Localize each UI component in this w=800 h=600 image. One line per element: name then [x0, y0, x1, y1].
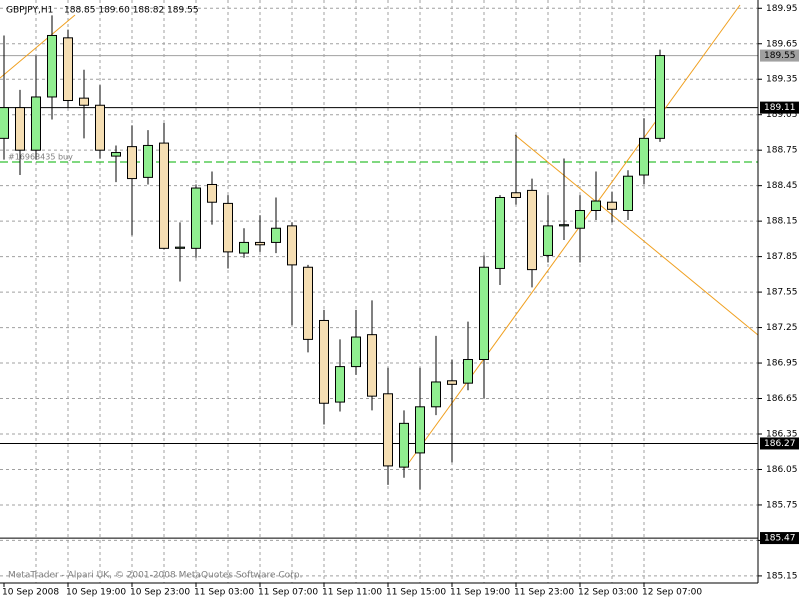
y-tick-label: 185.75	[766, 500, 798, 510]
price-label-box	[760, 101, 799, 114]
footer: MetaTrader - Alpari UK, © 2001-2008 Meta…	[8, 571, 302, 581]
candle-body	[143, 144, 153, 178]
candle-body	[127, 146, 137, 180]
candle-body	[479, 266, 489, 360]
y-tick-label: 185.15	[766, 571, 798, 581]
candle-body	[559, 224, 569, 227]
candle-body	[655, 55, 665, 139]
candle-body	[431, 381, 441, 408]
y-tick-label: 188.45	[766, 181, 798, 191]
candle-body	[175, 246, 185, 249]
trend-line	[0, 14, 76, 79]
candle-body	[543, 225, 553, 256]
candle-body	[623, 175, 633, 211]
candle-body	[79, 97, 89, 106]
y-tick-label: 189.05	[766, 110, 798, 120]
candle-body	[303, 266, 313, 340]
candle-body	[575, 209, 585, 229]
price-label: 189.55	[764, 51, 796, 61]
candle-body	[367, 334, 377, 397]
trend-line	[404, 4, 741, 469]
candle-body	[511, 192, 521, 198]
candle-body	[607, 201, 617, 210]
x-tick-label: 11 Sep 07:00	[258, 588, 318, 598]
y-tick-label: 189.65	[766, 39, 798, 49]
y-tick-label: 186.65	[766, 394, 798, 404]
y-tick-label: 187.25	[766, 323, 798, 333]
price-label: 189.11	[764, 103, 796, 113]
candle-body	[383, 393, 393, 467]
quote: 188.85 189.60 188.82 189.55	[64, 6, 199, 16]
candle-body	[527, 189, 537, 271]
candle-body	[335, 366, 345, 403]
candle-body	[639, 137, 649, 176]
price-label: 185.47	[764, 534, 796, 544]
x-tick-label: 11 Sep 03:00	[194, 588, 254, 598]
x-tick-label: 11 Sep 11:00	[322, 588, 382, 598]
candle-body	[399, 422, 409, 468]
y-tick-label: 186.95	[766, 359, 798, 369]
price-label-box	[760, 49, 799, 62]
x-tick-label: 10 Sep 19:00	[66, 588, 126, 598]
price-lines: #16963435 buy	[0, 55, 758, 539]
candle-body	[463, 358, 473, 384]
x-tick-label: 12 Sep 03:00	[578, 588, 638, 598]
candle-body	[591, 200, 601, 211]
candle-body	[255, 241, 265, 246]
candle-body	[47, 34, 57, 98]
candles	[0, 15, 665, 490]
candle-body	[351, 336, 361, 368]
x-tick-label: 12 Sep 07:00	[642, 588, 702, 598]
y-tick-label: 189.95	[766, 4, 798, 14]
y-tick-label: 188.75	[766, 146, 798, 156]
candle-body	[111, 152, 121, 157]
chart-title: GBPJPY,H1	[6, 6, 53, 16]
price-label-box	[760, 532, 799, 545]
candle-body	[447, 380, 457, 385]
candle-body	[239, 241, 249, 254]
candle-body	[63, 37, 73, 102]
order-label: #16963435 buy	[8, 153, 73, 162]
y-tick-label: 186.35	[766, 429, 798, 439]
price-label-box	[760, 437, 799, 450]
y-tick-label: 188.15	[766, 217, 798, 227]
y-tick-label: 186.05	[766, 465, 798, 475]
candle-body	[0, 107, 9, 139]
candle-body	[31, 96, 41, 151]
candle-body	[207, 183, 217, 203]
candle-body	[15, 107, 25, 151]
candle-body	[415, 406, 425, 454]
candle-body	[159, 142, 169, 249]
y-tick-label: 187.85	[766, 252, 798, 262]
price-label: 186.27	[764, 439, 796, 449]
trend-line	[514, 134, 759, 336]
candle-body	[495, 196, 505, 269]
x-tick-label: 11 Sep 19:00	[450, 588, 510, 598]
candle-body	[271, 227, 281, 243]
y-tick-label: 189.35	[766, 75, 798, 85]
x-tick-label: 11 Sep 15:00	[386, 588, 446, 598]
axis: 185.15185.45185.75186.05186.35186.65186.…	[2, 4, 799, 598]
candle-body	[191, 187, 201, 249]
candle-body	[95, 104, 105, 151]
candle-body	[287, 225, 297, 266]
x-tick-label: 11 Sep 23:00	[514, 588, 574, 598]
candle-body	[319, 319, 329, 404]
x-tick-label: 10 Sep 2008	[2, 588, 59, 598]
x-tick-label: 10 Sep 23:00	[130, 588, 190, 598]
candle-body	[223, 202, 233, 253]
y-tick-label: 187.55	[766, 288, 798, 298]
